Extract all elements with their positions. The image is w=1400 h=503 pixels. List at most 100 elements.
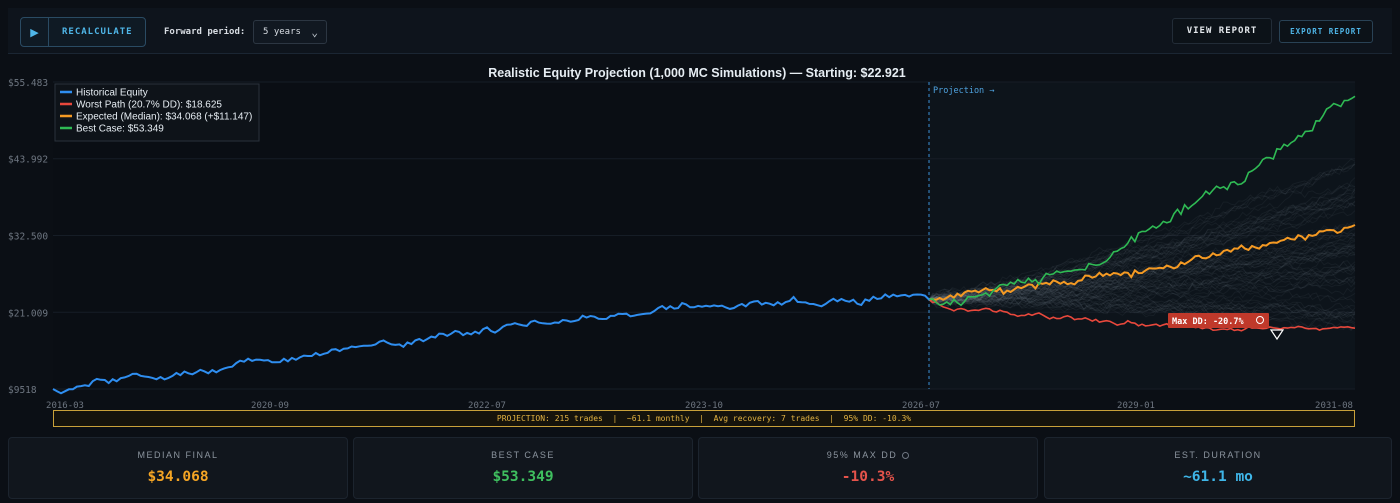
simulation-path (928, 163, 1356, 302)
series-best-case (928, 95, 1356, 307)
card-value: -10.3% (841, 469, 895, 485)
simulation-path (928, 294, 1356, 325)
simulation-path (928, 248, 1356, 308)
simulation-path (928, 242, 1356, 300)
simulation-path (928, 251, 1356, 307)
export-report-button[interactable]: EXPORT REPORT (1279, 20, 1373, 43)
simulation-path (928, 294, 1356, 319)
simulation-path (928, 232, 1356, 304)
simulation-path (928, 184, 1356, 300)
x-tick-label: 2022-07 (468, 401, 506, 411)
simulation-path (928, 286, 1356, 305)
simulation-path (928, 276, 1356, 306)
simulation-path (928, 277, 1356, 303)
forward-period-label: Forward period: (164, 27, 246, 37)
simulation-path (928, 263, 1356, 306)
drawdown-marker-icon (1269, 329, 1285, 341)
recalculate-label: RECALCULATE (62, 27, 133, 37)
simulation-path (928, 239, 1355, 303)
legend-entry: Best Case: $53.349 (76, 124, 164, 135)
card-est-duration: EST. DURATION ~61.1 mo (1044, 437, 1392, 499)
y-tick-label: $9518 (8, 385, 37, 396)
y-tick-label: $21.009 (8, 308, 48, 319)
simulation-path (928, 244, 1356, 304)
series-historical-equity (52, 293, 930, 395)
simulation-path (928, 262, 1356, 303)
info-icon[interactable] (902, 452, 910, 460)
x-tick-label: 2031-08 (1315, 401, 1353, 411)
view-report-button[interactable]: VIEW REPORT (1172, 18, 1272, 44)
card-best-case: BEST CASE $53.349 (353, 437, 693, 499)
simulation-path (928, 292, 1356, 313)
projection-summary: PROJECTION: 215 trades | ~61.1 monthly |… (53, 410, 1355, 427)
simulation-path (928, 210, 1356, 305)
card-title: 95% MAX DD (826, 450, 898, 460)
x-tick-label: 2020-09 (251, 401, 289, 411)
forward-period-value: 5 years (263, 27, 301, 37)
simulation-path (928, 281, 1356, 308)
simulation-path (928, 201, 1356, 302)
simulation-path (928, 202, 1356, 302)
simulation-path (928, 268, 1356, 305)
x-tick-label: 2029-01 (1117, 401, 1155, 411)
card-title: EST. DURATION (1174, 450, 1262, 460)
simulation-path (928, 292, 1356, 328)
simulation-path (928, 292, 1356, 318)
x-tick-label: 2023-10 (685, 401, 723, 411)
max-dd-label: Max DD: -20.7% (1172, 317, 1245, 327)
toolbar: ▶ RECALCULATE Forward period: 5 years ⌄ … (8, 8, 1392, 54)
card-value: ~61.1 mo (1183, 469, 1253, 485)
series-worst-path (928, 298, 1356, 332)
simulation-path (928, 240, 1356, 305)
simulation-path (928, 189, 1356, 300)
simulation-path (928, 292, 1356, 323)
card-median-final: MEDIAN FINAL $34.068 (8, 437, 348, 499)
simulation-path (928, 261, 1356, 305)
series-expected-median (928, 224, 1356, 301)
legend-entry: Expected (Median): $34.068 (+$11.147) (76, 112, 252, 123)
simulation-path (928, 267, 1356, 303)
x-tick-label: 2026-07 (902, 401, 940, 411)
legend-entry: Historical Equity (76, 88, 148, 99)
simulation-path (928, 292, 1356, 314)
simulation-path (928, 291, 1356, 319)
simulation-path (928, 273, 1356, 309)
play-icon: ▶ (21, 18, 49, 46)
simulation-path (928, 191, 1356, 306)
simulation-path (928, 259, 1356, 304)
y-tick-label: $32.500 (8, 232, 48, 243)
simulation-path (928, 246, 1356, 305)
simulation-path (928, 177, 1356, 304)
recalculate-button[interactable]: ▶ RECALCULATE (20, 17, 146, 47)
simulation-path (928, 164, 1356, 300)
simulation-path (928, 292, 1356, 314)
projection-marker: Projection → (933, 86, 994, 96)
simulation-path (928, 222, 1356, 302)
simulation-path (928, 265, 1356, 304)
legend-entry: Worst Path (20.7% DD): $18.625 (76, 100, 222, 111)
simulation-path (928, 295, 1356, 332)
simulation-path (928, 295, 1356, 319)
card-value: $53.349 (492, 469, 554, 485)
stat-cards: MEDIAN FINAL $34.068 BEST CASE $53.349 9… (8, 437, 1392, 499)
forward-period-select[interactable]: 5 years ⌄ (253, 20, 327, 44)
card-title: MEDIAN FINAL (137, 450, 219, 460)
simulation-path (928, 272, 1356, 301)
simulation-path (928, 252, 1355, 303)
x-tick-label: 2016-03 (46, 401, 84, 411)
chart-title: Realistic Equity Projection (1,000 MC Si… (488, 66, 906, 80)
equity-projection-chart: Projection → Realistic Equity Projection… (8, 66, 1356, 411)
y-tick-label: $43.992 (8, 155, 48, 166)
simulation-path (928, 245, 1355, 300)
simulation-path (928, 252, 1356, 306)
simulation-path (928, 161, 1356, 300)
y-tick-label: $55.483 (8, 78, 48, 89)
simulation-path (928, 293, 1356, 324)
card-max-dd: 95% MAX DD -10.3% (698, 437, 1038, 499)
card-value: $34.068 (147, 469, 209, 485)
simulation-path (928, 222, 1356, 300)
chevron-down-icon: ⌄ (311, 25, 318, 39)
simulation-path (928, 228, 1356, 303)
card-title: BEST CASE (491, 450, 555, 460)
